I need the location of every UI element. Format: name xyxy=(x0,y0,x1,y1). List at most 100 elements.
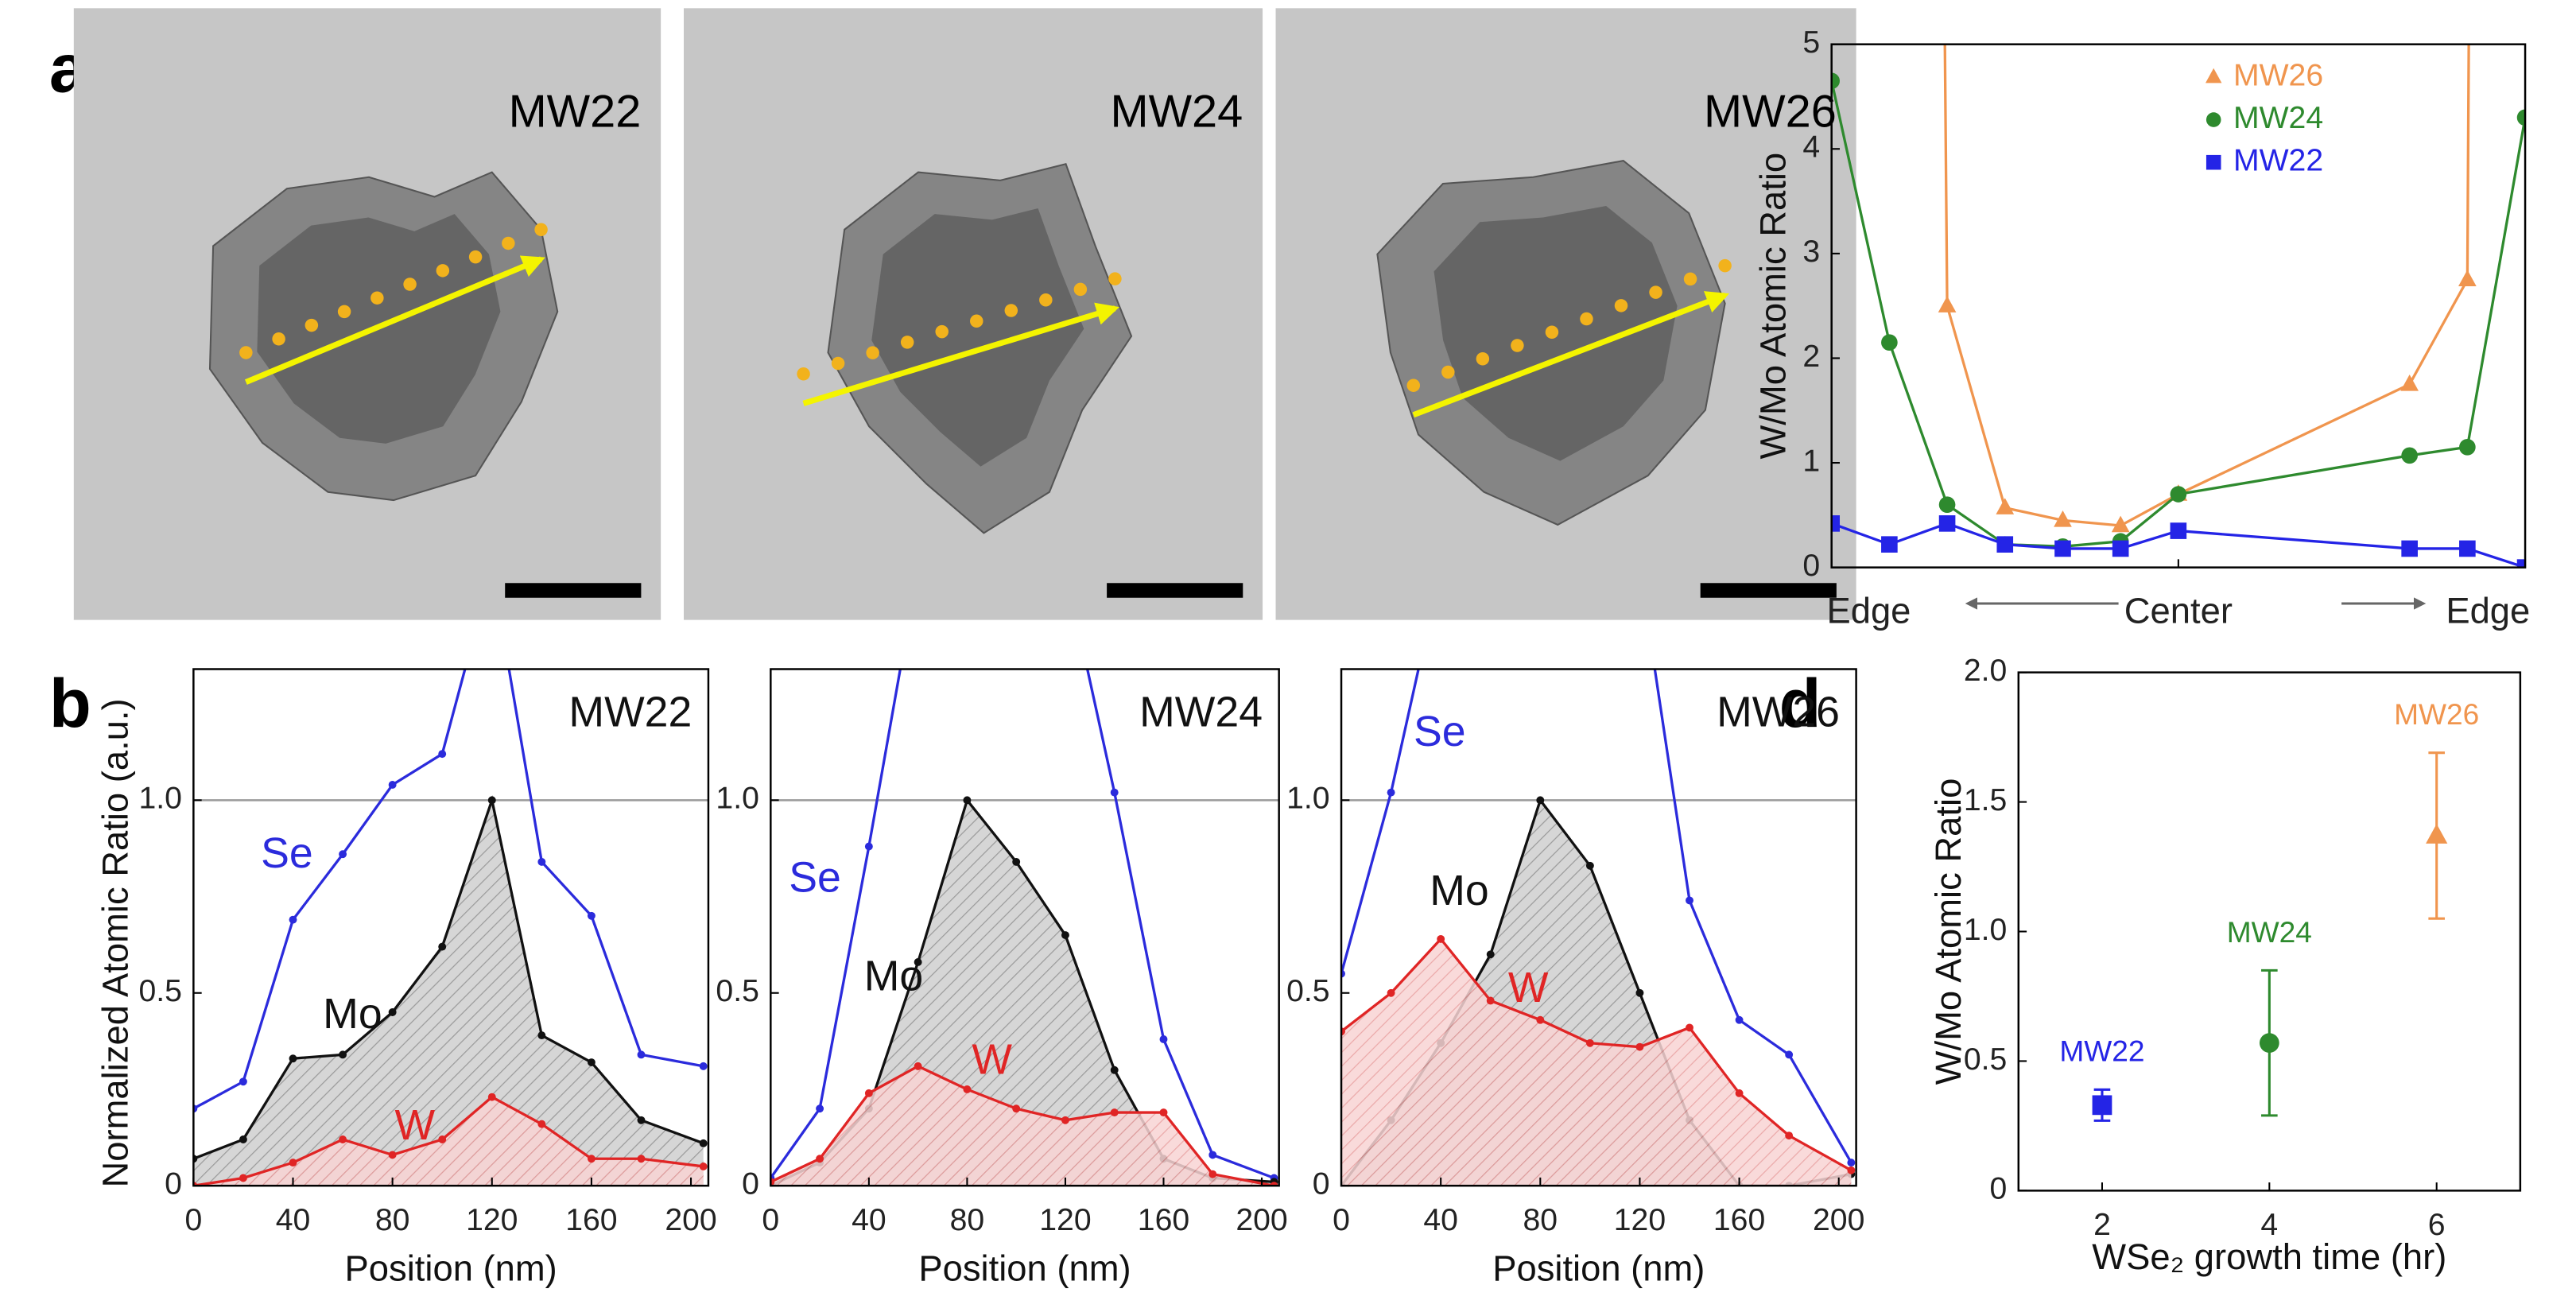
marker xyxy=(1437,934,1445,943)
marker xyxy=(1110,788,1119,797)
marker xyxy=(699,1162,708,1170)
marker xyxy=(914,958,922,966)
panel-label: b xyxy=(49,666,91,742)
x-tick-label: Center xyxy=(2124,590,2233,631)
x-tick-label: 200 xyxy=(1813,1203,1864,1237)
marker xyxy=(289,1159,297,1167)
series-label: Se xyxy=(1414,708,1466,755)
axes-frame xyxy=(770,668,1280,1187)
probe-dot xyxy=(436,264,450,278)
marker xyxy=(537,1120,546,1128)
marker xyxy=(2206,68,2222,83)
marker xyxy=(1536,796,1545,805)
series-label: Mo xyxy=(1430,867,1488,914)
x-axis-label: Position (nm) xyxy=(345,1248,557,1288)
axes-frame xyxy=(192,668,710,1187)
marker xyxy=(537,1031,546,1040)
y-tick-label: 4 xyxy=(1802,130,1820,165)
marker xyxy=(1735,1015,1744,1024)
series-label: Mo xyxy=(323,990,382,1038)
x-axis-label: Position (nm) xyxy=(918,1248,1131,1288)
marker xyxy=(816,1104,824,1113)
point-label: MW22 xyxy=(2059,1034,2144,1068)
line xyxy=(770,669,1275,1180)
marker xyxy=(864,842,873,851)
x-tick-label: Edge xyxy=(1826,590,1911,631)
marker xyxy=(388,1151,397,1159)
point-label: MW24 xyxy=(2227,915,2312,949)
probe-dot xyxy=(1004,304,1018,317)
x-tick-label: 80 xyxy=(375,1203,410,1237)
x-axis-label: WSe₂ growth time (hr) xyxy=(2092,1236,2446,1277)
y-tick-label: 0 xyxy=(742,1167,759,1201)
probe-dot xyxy=(1406,378,1421,392)
marker xyxy=(1159,1034,1168,1043)
marker xyxy=(2054,510,2072,527)
probe-dot xyxy=(403,278,417,291)
marker xyxy=(637,1155,646,1163)
scan-arrow xyxy=(1412,291,1730,418)
marker xyxy=(587,1155,596,1163)
marker xyxy=(339,1135,347,1143)
chart-title: MW26 xyxy=(1717,688,1840,736)
legend-label: MW26 xyxy=(2233,58,2323,92)
y-tick-label: 2 xyxy=(1802,340,1820,374)
probe-dot xyxy=(1718,258,1732,273)
area xyxy=(770,1066,1274,1186)
chart-title: MW24 xyxy=(1139,688,1263,736)
x-tick-label: 120 xyxy=(1614,1203,1666,1237)
marker xyxy=(2112,540,2129,557)
probe-dot xyxy=(935,324,949,339)
series-label: W xyxy=(394,1101,435,1149)
marker xyxy=(1996,536,2014,553)
axes-frame xyxy=(1340,668,1857,1187)
probe-dot xyxy=(272,332,285,346)
marker xyxy=(864,1089,873,1097)
marker xyxy=(2400,374,2419,391)
marker xyxy=(1012,857,1021,866)
y-tick-label: 0.5 xyxy=(716,974,758,1008)
probe-dot xyxy=(1683,272,1697,286)
marker xyxy=(438,750,447,759)
series-label: Se xyxy=(261,829,313,877)
probe-dot xyxy=(337,305,351,319)
line xyxy=(1341,669,1852,1163)
probe-dot xyxy=(502,236,515,250)
y-tick-label: 0 xyxy=(1990,1172,2008,1206)
particle xyxy=(1376,160,1726,526)
probe-dot xyxy=(468,250,483,264)
y-tick-label: 3 xyxy=(1802,235,1820,269)
marker xyxy=(1938,496,1956,513)
marker xyxy=(2426,824,2448,844)
x-tick-label: 40 xyxy=(1423,1203,1458,1237)
probe-dot xyxy=(1108,272,1122,285)
y-tick-label: 1.0 xyxy=(1964,913,2007,947)
legend-label: MW24 xyxy=(2233,101,2323,135)
x-tick-label: 120 xyxy=(1039,1203,1091,1237)
marker xyxy=(2401,447,2418,464)
marker xyxy=(1686,896,1693,905)
marker xyxy=(2459,540,2476,557)
y-axis-label: W/Mo Atomic Ratio xyxy=(1753,153,1794,460)
marker xyxy=(487,796,496,805)
marker xyxy=(816,1155,824,1163)
plot-area xyxy=(770,669,1279,1186)
marker xyxy=(587,1058,596,1066)
marker xyxy=(1831,515,1840,532)
x-tick-label: 6 xyxy=(2428,1208,2446,1242)
marker xyxy=(289,1054,297,1063)
x-tick-label: 0 xyxy=(762,1203,779,1237)
marker xyxy=(239,1077,247,1086)
marker xyxy=(1536,1015,1545,1024)
marker xyxy=(963,796,972,805)
marker xyxy=(1387,988,1395,997)
x-tick-label: Edge xyxy=(2446,590,2530,631)
image-label: MW24 xyxy=(1110,87,1243,138)
x-tick-label: 200 xyxy=(1236,1203,1287,1237)
marker xyxy=(1486,950,1495,959)
marker xyxy=(1881,334,1898,351)
y-tick-label: 0 xyxy=(1802,549,1820,583)
panel-label: d xyxy=(1779,666,1821,742)
plot-area xyxy=(193,669,708,1186)
marker xyxy=(1881,536,1898,553)
